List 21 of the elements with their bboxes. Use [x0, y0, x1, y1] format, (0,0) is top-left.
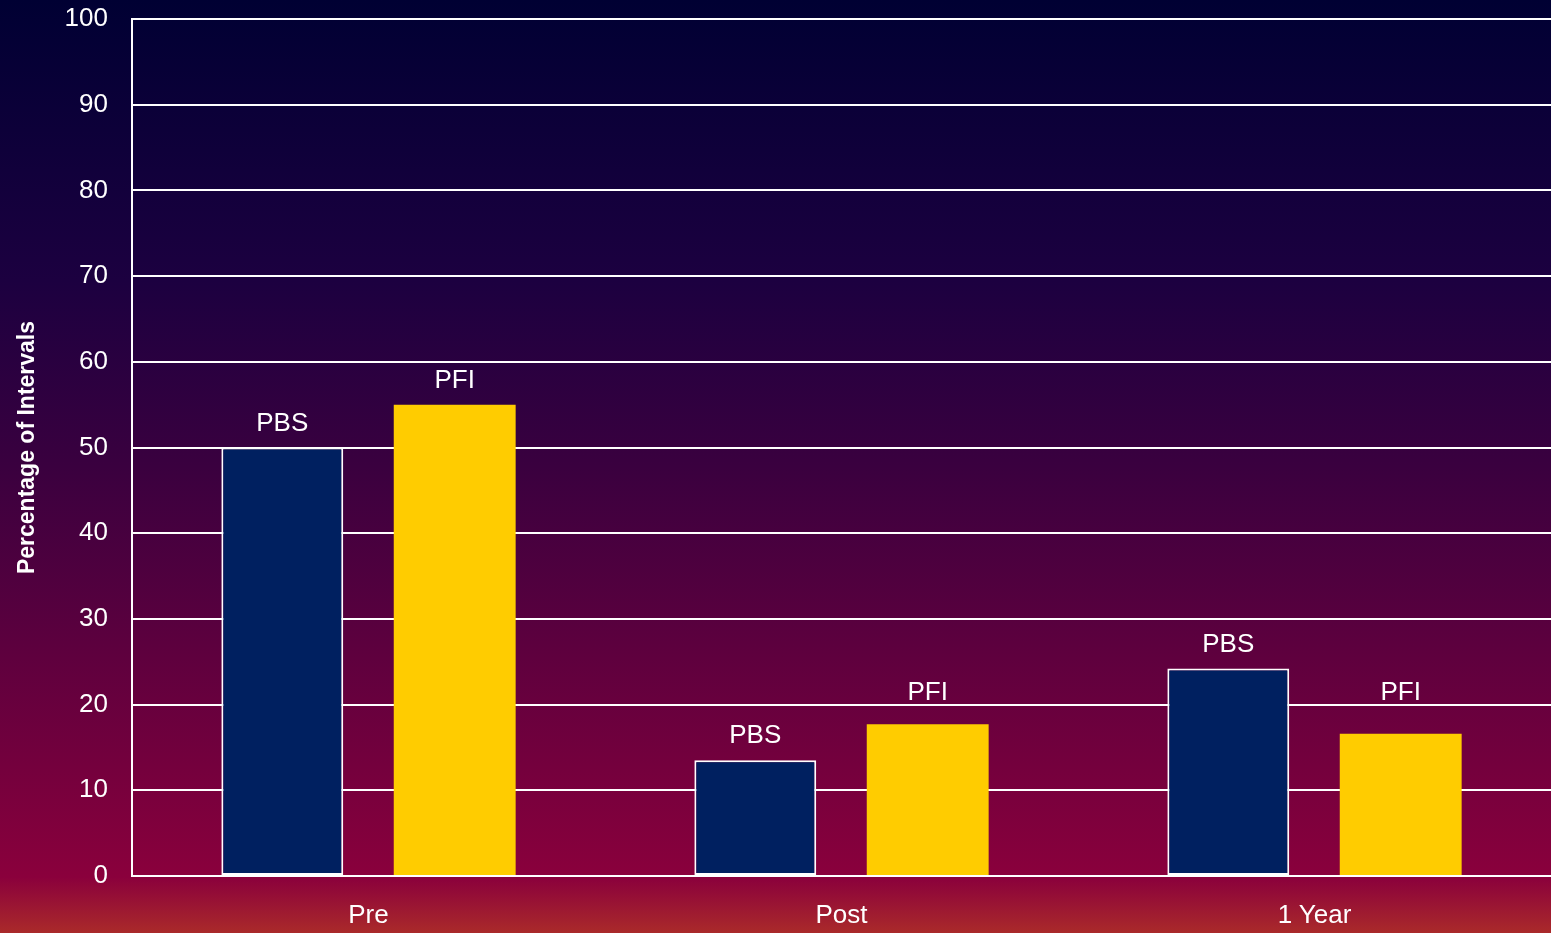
- x-tick-label: 1 Year: [1277, 898, 1352, 929]
- y-tick-label: 20: [79, 687, 108, 718]
- y-tick-label: 10: [79, 773, 108, 804]
- y-tick-label: 70: [79, 259, 108, 290]
- y-tick-label: 90: [79, 87, 108, 118]
- text: PFI: [1380, 675, 1421, 706]
- series-label: PFI: [434, 363, 475, 394]
- y-tick-label: 80: [79, 173, 108, 204]
- y-axis-title: Percentage of Intervals: [13, 320, 40, 575]
- y-tick-label: 40: [79, 516, 108, 547]
- text: PFI: [907, 675, 948, 706]
- series-label: PBS: [256, 406, 309, 437]
- y-tick-label: 60: [79, 344, 108, 375]
- x-tick-label: Post: [815, 898, 869, 929]
- text: PBS: [729, 719, 782, 750]
- x-tick-label: Pre: [348, 898, 389, 929]
- y-tick-label: 30: [79, 602, 108, 633]
- y-tick-label: 100: [64, 2, 108, 33]
- y-tick-label: 0: [93, 859, 108, 890]
- y-tick-label: 50: [79, 430, 108, 461]
- text: PBS: [1202, 627, 1255, 658]
